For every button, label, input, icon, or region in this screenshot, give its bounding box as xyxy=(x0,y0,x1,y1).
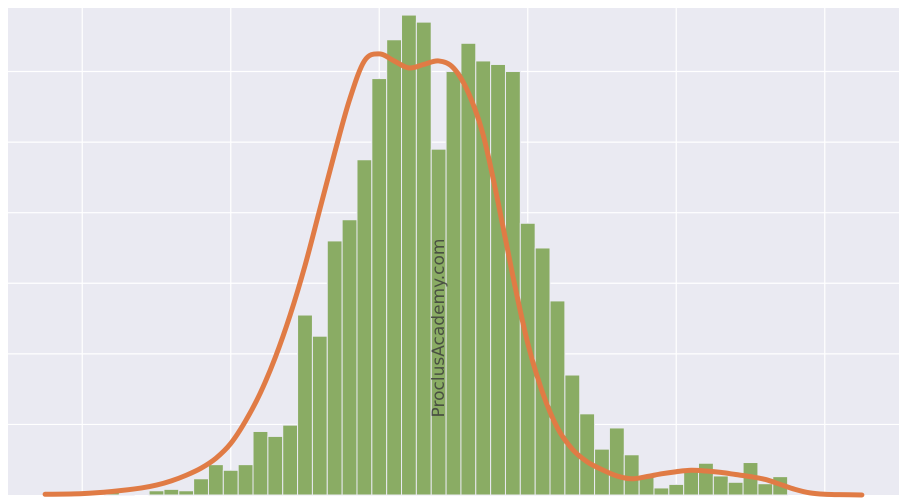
histogram-bar xyxy=(653,487,670,496)
histogram-bar xyxy=(668,483,685,496)
histogram-bar xyxy=(341,219,358,496)
histogram-bar xyxy=(148,490,165,496)
histogram-bar xyxy=(401,14,417,496)
histogram-bar xyxy=(386,39,403,496)
histogram-bar xyxy=(193,478,209,496)
histogram-bar xyxy=(683,469,700,496)
histogram-bar xyxy=(267,435,284,496)
histogram-bar xyxy=(178,490,195,496)
histogram-bar xyxy=(326,240,343,496)
histogram-bar xyxy=(252,430,269,496)
histogram-bar xyxy=(311,335,328,496)
histogram-bar xyxy=(222,469,239,496)
kde-curve xyxy=(42,51,865,498)
histogram-bar xyxy=(623,454,640,496)
histogram-bar xyxy=(118,493,135,496)
histogram-bar xyxy=(297,314,313,496)
histogram-bar xyxy=(163,488,180,496)
histogram-bar xyxy=(579,413,596,496)
kde-curve-layer xyxy=(42,51,865,498)
histogram-bar xyxy=(608,427,625,496)
histogram-bar xyxy=(356,159,373,496)
histogram-bar xyxy=(757,483,774,496)
histogram-bar xyxy=(207,464,224,496)
histogram-bar xyxy=(727,481,744,496)
histogram-bar xyxy=(282,424,299,496)
histogram-bar xyxy=(698,462,714,496)
histogram-bar xyxy=(371,78,388,496)
histogram-bar xyxy=(712,475,729,496)
watermark-text: ProclusAcademy.com xyxy=(429,239,449,418)
histogram-bar xyxy=(237,464,254,496)
histogram-bar xyxy=(490,63,506,496)
histogram-bar xyxy=(549,300,566,496)
histogram-bar xyxy=(564,374,581,496)
